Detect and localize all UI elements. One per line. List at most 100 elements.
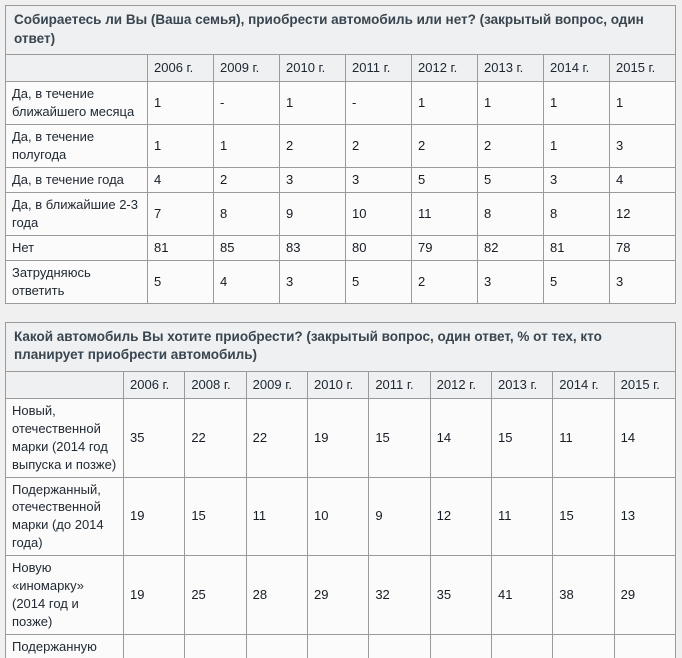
value-cell: 3 — [608, 259, 677, 304]
value-cell: 2 — [477, 124, 544, 168]
value-cell: 1 — [147, 124, 214, 168]
value-cell: 5 — [411, 166, 478, 193]
row-label-cell: Подержанный, отечественной марки (до 201… — [5, 476, 124, 557]
value-cell: 29 — [552, 634, 615, 658]
value-cell: 3 — [279, 166, 346, 193]
year-header-cell: 2009 г. — [213, 54, 280, 83]
value-cell: 8 — [543, 191, 610, 236]
value-cell: 25 — [184, 555, 247, 635]
row-label-cell: Да, в течение года — [5, 166, 148, 193]
value-cell: 5 — [543, 259, 610, 304]
value-cell: 29 — [613, 555, 677, 635]
row-label-cell: Новую «иномарку» (2014 год и позже) — [5, 555, 124, 635]
value-cell: 2 — [411, 124, 478, 168]
row-label-cell: Затрудняюсь ответить — [5, 259, 148, 304]
value-cell: 11 — [490, 476, 554, 557]
value-cell: 30 — [490, 634, 554, 658]
value-cell: 14 — [429, 397, 492, 478]
value-cell: 24 — [306, 634, 370, 658]
table-row: Да, в течение полугода 1 1 2 2 2 2 1 3 — [5, 124, 677, 168]
value-cell: 4 — [608, 166, 677, 193]
value-cell: 5 — [147, 259, 214, 304]
value-cell: 30 — [368, 634, 431, 658]
value-cell: 10 — [345, 191, 412, 236]
value-cell: - — [345, 81, 412, 126]
value-cell: 28 — [245, 555, 308, 635]
year-header-cell: 2011 г. — [368, 370, 431, 399]
year-header-cell: 2011 г. — [345, 54, 412, 83]
value-cell: 2 — [279, 124, 346, 168]
value-cell: 11 — [552, 397, 615, 478]
value-cell: 12 — [608, 191, 677, 236]
value-cell: 1 — [608, 81, 677, 126]
year-header-cell: 2014 г. — [543, 54, 610, 83]
value-cell: 3 — [477, 259, 544, 304]
value-cell: 1 — [147, 81, 214, 126]
year-header-cell: 2008 г. — [184, 370, 247, 399]
value-cell: 15 — [368, 397, 431, 478]
table-row: Да, в течение ближайшего месяца 1-1-1 1 1 1 — [5, 81, 677, 126]
value-cell: 19 — [306, 397, 370, 478]
value-cell: - — [213, 81, 280, 126]
value-cell: 82 — [477, 234, 544, 261]
value-cell: 81 — [147, 234, 214, 261]
year-header-cell: 2013 г. — [477, 54, 544, 83]
value-cell: 80 — [345, 234, 412, 261]
value-cell: 1 — [543, 124, 610, 168]
value-cell: 9 — [368, 476, 431, 557]
value-cell: 79 — [411, 234, 478, 261]
value-cell: 35 — [429, 555, 492, 635]
table-title-row: Собираетесь ли Вы (Ваша семья), приобрес… — [4, 4, 677, 56]
year-header-row: 2006 г. 2008 г. 2009 г. 2010 г. 2011 г. 2012 … — [5, 370, 677, 399]
value-cell: 32 — [368, 555, 431, 635]
value-cell: 3 — [543, 166, 610, 193]
value-cell: 3 — [279, 259, 346, 304]
value-cell: 35 — [122, 397, 186, 478]
year-header-cell: 2015 г. — [608, 54, 677, 83]
table-row: Новую «иномарку» (2014 год и позже) 19 25 2… — [5, 555, 677, 635]
table-title: Собираетесь ли Вы (Ваша семья), приобрес… — [4, 4, 677, 56]
value-cell: 40 — [613, 634, 677, 658]
table-row: Подержанную «иномарку» (до 2014 года)20 2… — [5, 634, 677, 658]
value-cell: 11 — [411, 191, 478, 236]
year-header-cell: 2012 г. — [429, 370, 492, 399]
value-cell: 15 — [184, 476, 247, 557]
value-cell: 29 — [306, 555, 370, 635]
table-row: Да, в ближайшие 2-3 года 7 8 9 10 11 8 8 12 — [5, 191, 677, 236]
year-header-cell: 2010 г. — [279, 54, 346, 83]
table-row: Новый, отечественной марки (2014 год вып… — [5, 397, 677, 478]
value-cell: 2 — [411, 259, 478, 304]
year-header-cell: 2012 г. — [411, 54, 478, 83]
value-cell: 19 — [122, 555, 186, 635]
year-header-cell: 2013 г. — [490, 370, 554, 399]
year-header-cell: 2014 г. — [552, 370, 615, 399]
value-cell: 8 — [477, 191, 544, 236]
row-label-cell: Да, в течение полугода — [5, 124, 148, 168]
row-label-cell: Подержанную «иномарку» (до 2014 года) — [5, 634, 124, 658]
value-cell: 15 — [490, 397, 554, 478]
table-row: Нет 81 85 83 80 79 82 81 78 — [5, 234, 677, 261]
value-cell: 1 — [411, 81, 478, 126]
value-cell: 1 — [279, 81, 346, 126]
value-cell: 20 — [122, 634, 186, 658]
value-cell: 23 — [245, 634, 308, 658]
car-type-preference-table: Какой автомобиль Вы хотите приобрести? (… — [5, 321, 677, 658]
row-label-cell: Да, в течение ближайшего месяца — [5, 81, 148, 126]
year-header-row: 2006 г. 2009 г. 2010 г. 2011 г. 2012 г. 2013 … — [5, 54, 677, 83]
row-label-cell: Да, в ближайшие 2-3 года — [5, 191, 148, 236]
value-cell: 7 — [147, 191, 214, 236]
value-cell: 12 — [429, 476, 492, 557]
value-cell: 22 — [245, 397, 308, 478]
year-header-cell: 2010 г. — [306, 370, 370, 399]
value-cell: 4 — [213, 259, 280, 304]
value-cell: 13 — [613, 476, 677, 557]
value-cell: 5 — [345, 259, 412, 304]
value-cell: 22 — [184, 397, 247, 478]
value-cell: 1 — [477, 81, 544, 126]
value-cell: 19 — [122, 476, 186, 557]
corner-cell — [5, 54, 148, 83]
year-header-cell: 2015 г. — [613, 370, 677, 399]
value-cell: 78 — [608, 234, 677, 261]
year-header-cell: 2006 г. — [122, 370, 186, 399]
value-cell: 85 — [213, 234, 280, 261]
